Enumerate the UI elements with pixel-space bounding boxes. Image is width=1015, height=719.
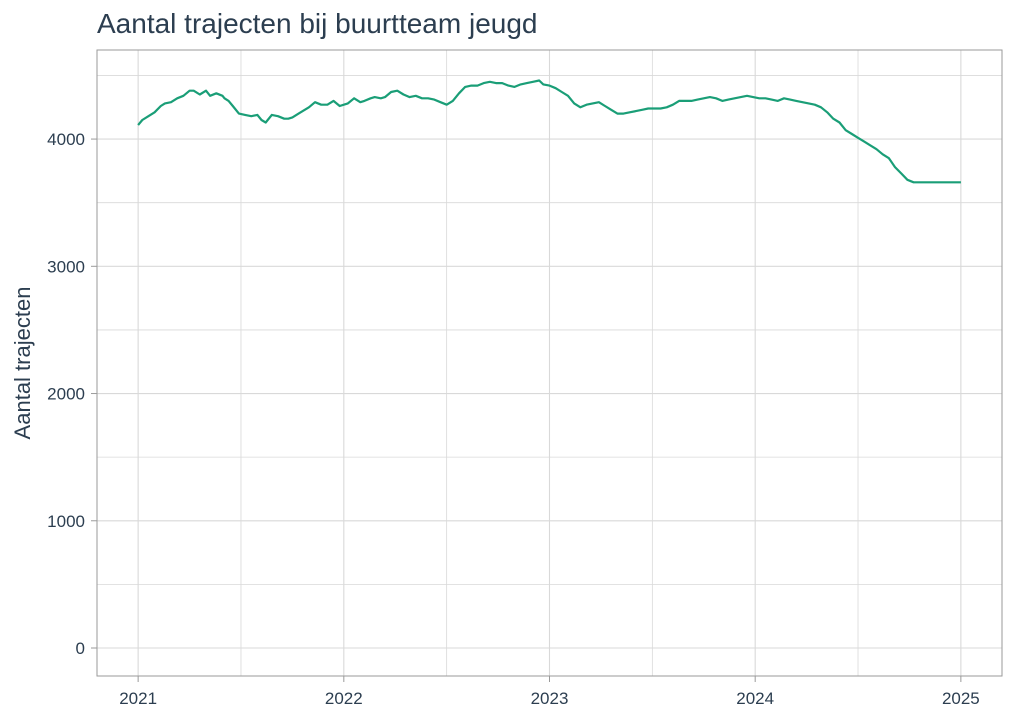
y-tick-label: 0 [76,639,85,658]
x-tick-label: 2024 [736,689,774,708]
series-layer [137,79,961,184]
x-tick-label: 2025 [942,689,980,708]
x-tick-label: 2021 [119,689,157,708]
x-tick-label: 2022 [325,689,363,708]
series-line [137,79,961,184]
grid-lines [97,50,1002,676]
y-tick-label: 1000 [47,512,85,531]
y-tick-label: 4000 [47,130,85,149]
x-tick-label: 2023 [531,689,569,708]
y-tick-label: 3000 [47,257,85,276]
axis-ticks: 0 1000 2000 3000 4000 2021 2022 2023 2024 2025 [47,130,980,708]
y-axis-title: Aantal trajecten [10,287,35,440]
y-tick-label: 2000 [47,385,85,404]
chart-title: Aantal trajecten bij buurtteam jeugd [97,8,538,39]
